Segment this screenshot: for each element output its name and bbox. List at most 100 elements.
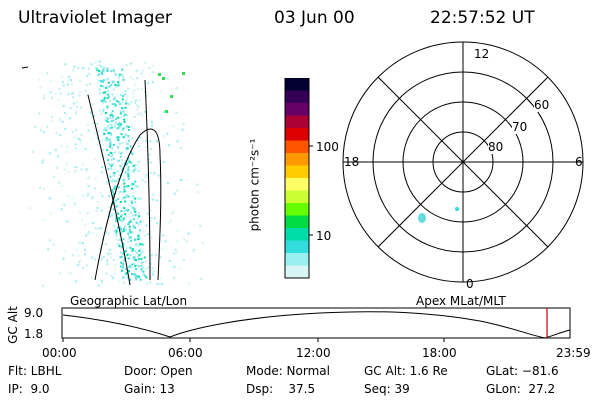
emission-pixel xyxy=(72,68,75,71)
emission-pixel xyxy=(120,265,123,268)
altitude-ytick-min: 1.8 xyxy=(24,327,44,341)
emission-pixel xyxy=(60,145,63,148)
emission-pixel xyxy=(133,259,136,262)
emission-pixel xyxy=(102,108,105,111)
emission-pixel xyxy=(122,136,125,139)
emission-pixel xyxy=(168,144,171,147)
emission-pixel xyxy=(69,117,71,120)
emission-pixel xyxy=(97,201,100,203)
emission-pixel xyxy=(137,235,140,238)
emission-pixel xyxy=(125,142,128,145)
emission-pixel xyxy=(64,63,67,66)
emission-pixel xyxy=(115,220,118,223)
emission-pixel xyxy=(52,243,55,246)
emission-pixel xyxy=(133,83,136,86)
emission-pixel xyxy=(75,166,78,169)
emission-pixel xyxy=(122,230,125,233)
emission-pixel xyxy=(102,144,105,147)
emission-pixel xyxy=(163,134,166,137)
emission-pixel xyxy=(103,86,106,89)
emission-pixel xyxy=(140,261,143,264)
emission-pixel xyxy=(109,145,112,148)
emission-pixel xyxy=(137,238,140,241)
colorbar-band xyxy=(285,215,309,229)
emission-pixel xyxy=(129,211,132,214)
emission-pixel xyxy=(137,265,140,268)
emission-pixel xyxy=(120,231,123,234)
emission-pixel xyxy=(90,63,93,66)
altitude-xtick-0000: 00:00 xyxy=(42,346,77,360)
emission-pixel xyxy=(130,200,133,203)
emission-pixel xyxy=(126,274,129,277)
emission-pixel xyxy=(142,270,145,273)
emission-pixel xyxy=(181,128,184,131)
emission-pixel xyxy=(116,226,119,229)
emission-pixel xyxy=(109,117,112,120)
emission-pixel xyxy=(79,138,82,141)
emission-pixel xyxy=(137,212,140,215)
emission-pixel xyxy=(133,258,136,260)
emission-pixel xyxy=(176,189,179,192)
emission-pixel xyxy=(136,217,139,220)
emission-pixel xyxy=(114,104,117,107)
emission-pixel xyxy=(98,247,101,250)
emission-pixel xyxy=(106,263,109,266)
emission-pixel xyxy=(118,218,121,221)
emission-pixel xyxy=(113,187,116,190)
emission-pixel xyxy=(104,91,107,94)
emission-pixel xyxy=(138,237,141,240)
emission-pixel xyxy=(134,226,137,229)
emission-pixel xyxy=(138,223,141,226)
emission-pixel xyxy=(101,280,103,283)
emission-pixel xyxy=(136,276,139,279)
emission-pixel xyxy=(120,110,123,113)
emission-pixel xyxy=(110,113,113,116)
emission-pixel xyxy=(188,282,191,285)
emission-pixel xyxy=(84,253,87,256)
emission-pixel xyxy=(108,248,111,251)
emission-pixel xyxy=(120,125,123,128)
emission-pixel xyxy=(39,86,42,89)
emission-pixel xyxy=(118,245,121,248)
emission-pixel xyxy=(148,153,151,156)
emission-pixel xyxy=(51,97,53,99)
emission-pixel xyxy=(104,139,107,142)
emission-pixel xyxy=(123,120,126,123)
emission-pixel xyxy=(72,70,75,73)
emission-pixel xyxy=(145,224,148,227)
emission-pixel xyxy=(136,275,139,278)
emission-pixel xyxy=(135,264,138,267)
emission-pixel xyxy=(109,132,112,135)
emission-pixel xyxy=(127,168,130,171)
emission-pixel xyxy=(157,174,160,177)
emission-pixel xyxy=(124,106,127,109)
emission-pixel xyxy=(112,258,115,261)
polar-emission-spot-1 xyxy=(418,213,426,223)
emission-pixel xyxy=(113,98,116,101)
emission-pixel xyxy=(110,111,113,114)
emission-pixel xyxy=(151,267,154,270)
emission-pixel xyxy=(136,139,139,142)
emission-pixel xyxy=(100,155,103,157)
emission-pixel xyxy=(61,184,64,187)
emission-pixel xyxy=(118,142,121,145)
emission-pixel xyxy=(89,111,92,114)
emission-pixel xyxy=(118,76,121,79)
emission-pixel xyxy=(125,102,128,105)
emission-pixel xyxy=(113,151,116,154)
emission-pixel xyxy=(146,176,149,179)
emission-pixel xyxy=(95,210,98,212)
emission-pixel xyxy=(123,127,125,130)
emission-pixel xyxy=(115,127,118,130)
emission-pixel xyxy=(50,115,53,118)
emission-pixel xyxy=(63,203,66,206)
emission-pixel xyxy=(105,117,108,119)
emission-pixel xyxy=(134,259,137,261)
emission-pixel xyxy=(144,180,147,183)
emission-pixel xyxy=(109,123,112,126)
emission-pixel xyxy=(166,132,169,135)
app-title: Ultraviolet Imager xyxy=(18,8,172,28)
time-label: 22:57:52 UT xyxy=(430,8,535,28)
emission-pixel xyxy=(66,83,69,86)
emission-pixel xyxy=(101,80,104,83)
